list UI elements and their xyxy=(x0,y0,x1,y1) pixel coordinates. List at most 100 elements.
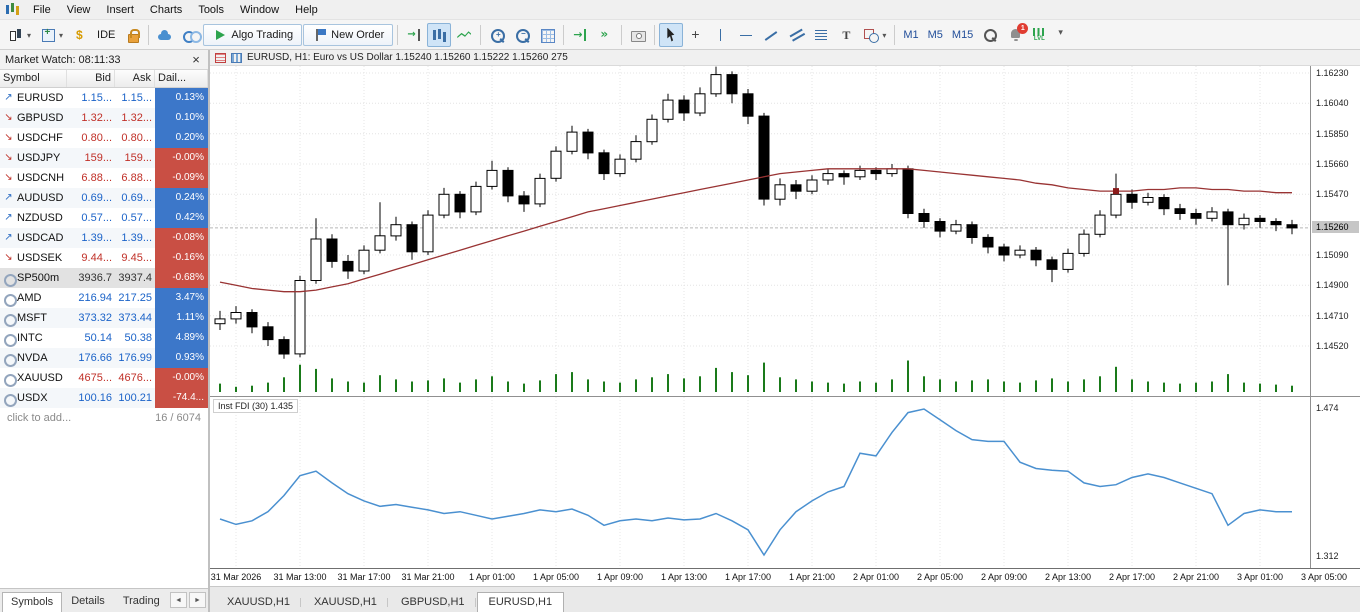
toolbar-overflow-button[interactable] xyxy=(1051,23,1075,47)
bar-chart-button[interactable] xyxy=(427,22,452,47)
line-chart-button[interactable] xyxy=(452,23,476,47)
price-scale[interactable]: 1.16230 1.16040 1.15850 1.15660 1.15470 1.152… xyxy=(1310,66,1360,396)
column-header-symbol[interactable]: Symbol xyxy=(0,70,67,87)
tab-details[interactable]: Details xyxy=(71,595,105,607)
time-axis[interactable]: 31 Mar 2026 31 Mar 13:00 31 Mar 17:00 31 Ma… xyxy=(210,569,1360,587)
tabs-scroll-right-icon[interactable]: ► xyxy=(189,592,206,608)
deposit-button[interactable] xyxy=(68,23,92,47)
menu-item-insert[interactable]: Insert xyxy=(106,3,134,16)
tile-windows-button[interactable] xyxy=(535,23,559,47)
daily-change-cell: 0.42% xyxy=(155,208,208,228)
price-pane: 1.16230 1.16040 1.15850 1.15660 1.15470 1.152… xyxy=(210,66,1360,397)
market-watch-row-usdsek[interactable]: USDSEK 9.44... 9.45...-0.16% xyxy=(0,248,208,268)
price-plot[interactable] xyxy=(210,66,1310,396)
bid-cell: 0.80... xyxy=(81,132,112,144)
menu-item-tools[interactable]: Tools xyxy=(198,3,224,16)
market-watch-row-amd[interactable]: AMD 216.94 217.25 3.47% xyxy=(0,288,208,308)
zoom-out-button[interactable] xyxy=(510,23,534,47)
chart-menu-icon[interactable] xyxy=(215,52,226,63)
crosshair-button[interactable] xyxy=(684,23,708,47)
lvl-button[interactable]: LVL xyxy=(1028,23,1050,47)
vline-button[interactable] xyxy=(709,23,733,47)
column-header-bid[interactable]: Bid xyxy=(67,70,115,87)
new-order-button[interactable]: New Order xyxy=(303,23,394,46)
ask-cell: 100.21 xyxy=(118,392,152,404)
chart-tab-3[interactable]: EURUSD,H1 xyxy=(476,592,565,612)
chart-window-icon[interactable] xyxy=(231,52,242,63)
click-to-add-label[interactable]: click to add... xyxy=(7,412,72,424)
screenshot-button[interactable] xyxy=(626,23,650,47)
cursor-button[interactable] xyxy=(659,22,684,47)
price-chart[interactable] xyxy=(210,66,1310,396)
time-axis-label: 3 Apr 01:00 xyxy=(1236,572,1284,582)
close-icon[interactable]: × xyxy=(192,51,200,67)
market-watch-add-row[interactable]: click to add... 16 / 6074 xyxy=(0,408,208,428)
column-header-ask[interactable]: Ask xyxy=(115,70,155,87)
chart-tab-0[interactable]: XAUUSD,H1 xyxy=(215,592,302,612)
time-axis-label: 31 Mar 13:00 xyxy=(273,572,327,582)
zoom-in-button[interactable] xyxy=(485,23,509,47)
chart-tab-1[interactable]: XAUUSD,H1 xyxy=(302,592,389,612)
cloud-button[interactable] xyxy=(153,23,177,47)
menu-item-window[interactable]: Window xyxy=(240,3,280,16)
hline-button[interactable] xyxy=(734,23,758,47)
text-button[interactable] xyxy=(834,23,858,47)
tick-down-icon xyxy=(0,168,17,188)
chart-shift-button[interactable] xyxy=(402,23,426,47)
market-watch-row-usdx[interactable]: USDX 100.16 100.21 -74.4... xyxy=(0,388,208,408)
time-axis-label: 1 Apr 17:00 xyxy=(724,572,772,582)
community-button[interactable] xyxy=(178,23,203,47)
indicator-plot[interactable] xyxy=(210,397,1310,568)
lock-button[interactable] xyxy=(120,23,144,47)
tab-trading[interactable]: Trading xyxy=(122,595,160,607)
trendline-button[interactable] xyxy=(759,23,783,47)
tf-m5-button[interactable]: M5 xyxy=(924,23,947,47)
chart-tab-2[interactable]: GBPUSD,H1 xyxy=(389,592,477,612)
time-axis-label: 31 Mar 2026 xyxy=(210,572,262,582)
bell-icon xyxy=(1007,27,1023,43)
shapes-button[interactable] xyxy=(859,23,890,47)
tab-symbols[interactable]: Symbols xyxy=(2,592,63,612)
ide-button[interactable]: IDE xyxy=(93,23,119,47)
fibo-button[interactable] xyxy=(809,23,833,47)
shift-end-button[interactable] xyxy=(568,23,592,47)
tf-m15-button[interactable]: M15 xyxy=(948,23,977,47)
menu-item-file[interactable]: File xyxy=(33,3,51,16)
chart-style-button[interactable] xyxy=(4,23,35,47)
indicator-tick-label: 1.312 xyxy=(1316,551,1339,561)
menu-item-view[interactable]: View xyxy=(66,3,91,16)
column-header-daily[interactable]: Dail... xyxy=(155,70,208,87)
menu-item-help[interactable]: Help xyxy=(295,3,318,16)
search-button[interactable] xyxy=(978,23,1002,47)
market-watch-row-nvda[interactable]: NVDA 176.66 176.99 0.93% xyxy=(0,348,208,368)
zoom-out-icon xyxy=(514,27,531,43)
auto-scroll-button[interactable] xyxy=(593,23,617,47)
channel-button[interactable] xyxy=(784,23,808,47)
new-order-button-label: New Order xyxy=(331,28,385,41)
market-watch-row-msft[interactable]: MSFT 373.32 373.44 1.11% xyxy=(0,308,208,328)
notifications-button[interactable]: 1 xyxy=(1003,22,1029,47)
indicator-chart[interactable] xyxy=(210,397,1310,567)
shift-end-icon xyxy=(572,27,588,43)
menu-item-charts[interactable]: Charts xyxy=(149,3,183,16)
tab-scroll-arrows: ◄ ► xyxy=(170,592,206,608)
algo-trading-button[interactable]: Algo Trading xyxy=(203,23,303,46)
ask-cell: 217.25 xyxy=(118,292,152,304)
market-watch-row-xauusd[interactable]: XAUUSD 4675... 4676... -0.00% xyxy=(0,368,208,388)
new-chart-button[interactable] xyxy=(36,23,67,47)
tf-m1-button[interactable]: M1 xyxy=(899,23,922,47)
tabs-scroll-left-icon[interactable]: ◄ xyxy=(170,592,187,608)
market-watch-row-sp500m[interactable]: SP500m 3936.7 3937.4 -0.68% xyxy=(0,268,208,288)
indicator-scale[interactable]: 1.474 1.312 xyxy=(1310,397,1360,568)
market-watch-row-intc[interactable]: INTC 50.14 50.38 4.89% xyxy=(0,328,208,348)
symbols-count: 16 / 6074 xyxy=(155,412,201,424)
bid-cell: 50.14 xyxy=(84,332,112,344)
